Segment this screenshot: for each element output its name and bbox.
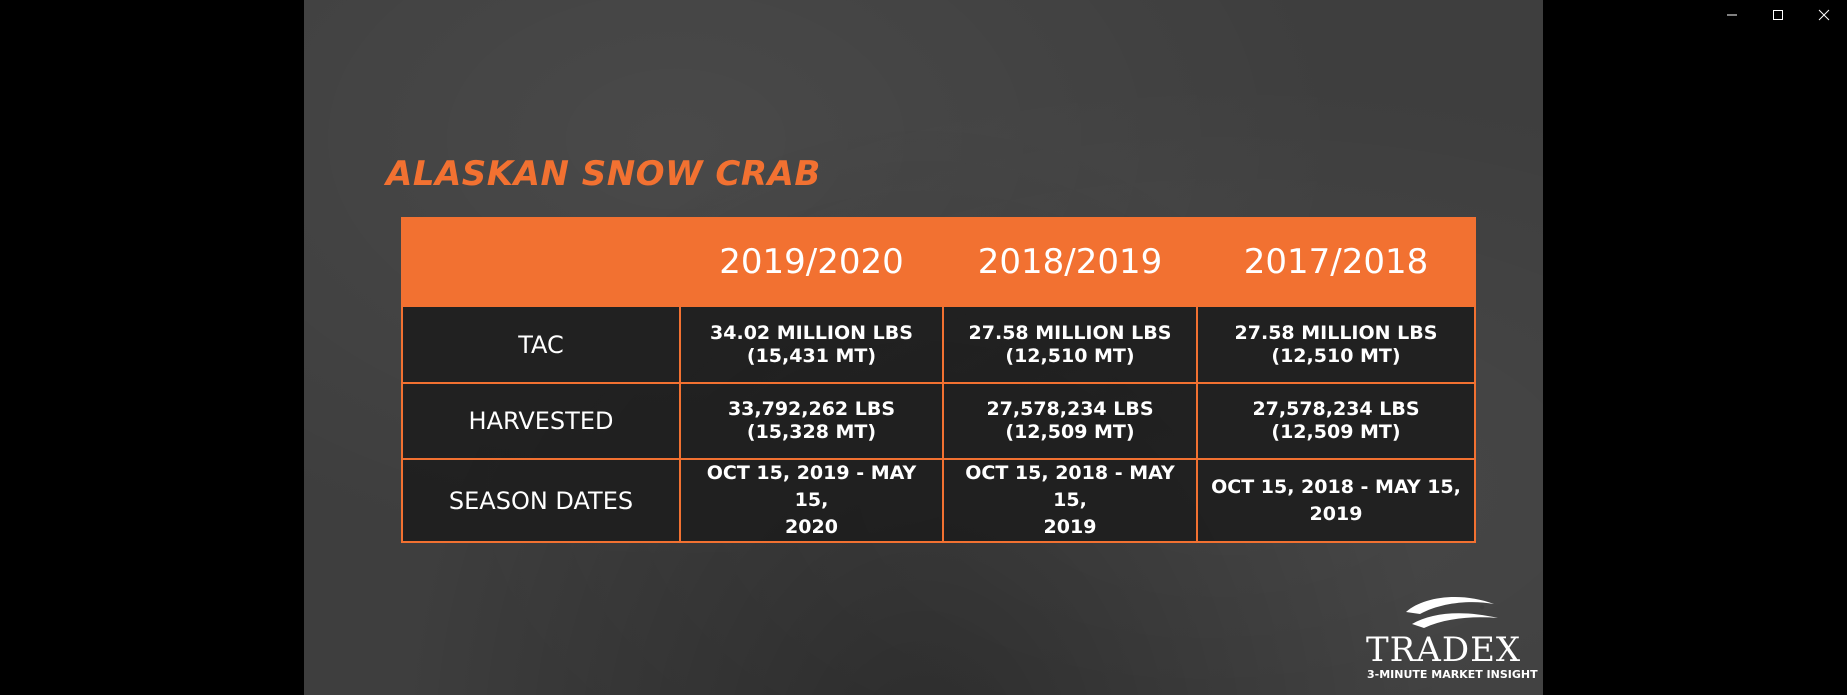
close-button[interactable] xyxy=(1801,0,1847,30)
row-label-cell: HARVESTED xyxy=(401,382,681,460)
cell-value: 27.58 MILLION LBS (12,510 MT) xyxy=(950,322,1190,368)
table-cell: 33,792,262 LBS (15,328 MT) xyxy=(679,382,944,460)
header-season-2019-2020: 2019/2020 xyxy=(679,217,944,307)
crab-data-table: 2019/2020 2018/2019 2017/2018 TAC 34.02 … xyxy=(401,217,1476,543)
cell-value: 27,578,234 LBS (12,509 MT) xyxy=(1204,398,1468,444)
row-label-harvested: HARVESTED xyxy=(468,407,614,435)
tradex-logo: TRADEX 3-MINUTE MARKET INSIGHT xyxy=(1362,590,1542,681)
cell-line-secondary: 2019 xyxy=(1309,502,1363,525)
cell-line-primary: OCT 15, 2018 - MAY 15, xyxy=(965,462,1175,511)
cell-value: 27,578,234 LBS (12,509 MT) xyxy=(950,398,1190,444)
close-icon xyxy=(1818,9,1830,21)
row-label-season-dates: SEASON DATES xyxy=(448,486,634,515)
row-label-cell: TAC xyxy=(401,305,681,384)
header-season-2017-2018: 2017/2018 xyxy=(1196,217,1476,307)
cell-line-primary: 27.58 MILLION LBS xyxy=(1234,321,1438,344)
cell-line-secondary: (12,509 MT) xyxy=(1005,421,1135,443)
row-label-cell: SEASON DATES xyxy=(401,458,681,543)
cell-line-primary: 27,578,234 LBS xyxy=(986,398,1154,420)
header-season-2018-2019: 2018/2019 xyxy=(942,217,1198,307)
cell-line-primary: OCT 15, 2018 - MAY 15, xyxy=(1211,475,1461,498)
table-cell: 27.58 MILLION LBS (12,510 MT) xyxy=(1196,305,1476,384)
cell-value: OCT 15, 2019 - MAY 15, 2020 xyxy=(687,460,936,541)
table-row-tac: TAC 34.02 MILLION LBS (15,431 MT) 27.58 … xyxy=(401,305,1476,384)
cell-line-secondary: 2019 xyxy=(1043,516,1097,538)
table-cell: 27,578,234 LBS (12,509 MT) xyxy=(942,382,1198,460)
maximize-icon xyxy=(1773,10,1783,20)
fish-logo-icon xyxy=(1406,597,1498,628)
table-row-season-dates: SEASON DATES OCT 15, 2019 - MAY 15, 2020… xyxy=(401,458,1476,543)
cell-line-primary: 33,792,262 LBS xyxy=(727,398,896,420)
cell-line-primary: 27.58 MILLION LBS xyxy=(968,321,1172,344)
table-cell: OCT 15, 2018 - MAY 15, 2019 xyxy=(942,458,1198,543)
cell-line-secondary: 2020 xyxy=(785,516,838,538)
cell-value: 27.58 MILLION LBS (12,510 MT) xyxy=(1204,322,1468,368)
header-empty-cell xyxy=(401,217,681,307)
cell-line-secondary: (12,509 MT) xyxy=(1271,421,1401,443)
cell-value: 33,792,262 LBS (15,328 MT) xyxy=(687,398,936,444)
table-header-row: 2019/2020 2018/2019 2017/2018 xyxy=(401,217,1476,307)
cell-line-secondary: (15,328 MT) xyxy=(746,421,877,443)
logo-tagline: 3-MINUTE MARKET INSIGHT xyxy=(1367,668,1538,681)
slide-canvas: ALASKAN SNOW CRAB 2019/2020 2018/2019 20… xyxy=(304,0,1543,695)
table-cell: OCT 15, 2018 - MAY 15, 2019 xyxy=(1196,458,1476,543)
cell-value: 34.02 MILLION LBS (15,431 MT) xyxy=(687,322,936,368)
cell-value: OCT 15, 2018 - MAY 15, 2019 xyxy=(1204,474,1468,528)
cell-line-secondary: (12,510 MT) xyxy=(1005,344,1135,367)
window-controls xyxy=(1709,0,1847,30)
table-cell: OCT 15, 2019 - MAY 15, 2020 xyxy=(679,458,944,543)
cell-line-primary: 27,578,234 LBS xyxy=(1252,398,1420,420)
table-cell: 27,578,234 LBS (12,509 MT) xyxy=(1196,382,1476,460)
cell-line-secondary: (12,510 MT) xyxy=(1271,344,1401,367)
table-cell: 27.58 MILLION LBS (12,510 MT) xyxy=(942,305,1198,384)
table-row-harvested: HARVESTED 33,792,262 LBS (15,328 MT) 27,… xyxy=(401,382,1476,460)
table-cell: 34.02 MILLION LBS (15,431 MT) xyxy=(679,305,944,384)
cell-line-secondary: (15,431 MT) xyxy=(746,344,877,367)
logo-wordmark: TRADEX xyxy=(1366,630,1522,670)
cell-line-primary: 34.02 MILLION LBS xyxy=(710,321,913,344)
cell-value: OCT 15, 2018 - MAY 15, 2019 xyxy=(950,460,1190,541)
maximize-button[interactable] xyxy=(1755,0,1801,30)
minimize-button[interactable] xyxy=(1709,0,1755,30)
cell-line-primary: OCT 15, 2019 - MAY 15, xyxy=(706,462,917,511)
row-label-tac: TAC xyxy=(518,330,564,359)
slide-title: ALASKAN SNOW CRAB xyxy=(386,154,821,194)
minimize-icon xyxy=(1727,14,1737,16)
